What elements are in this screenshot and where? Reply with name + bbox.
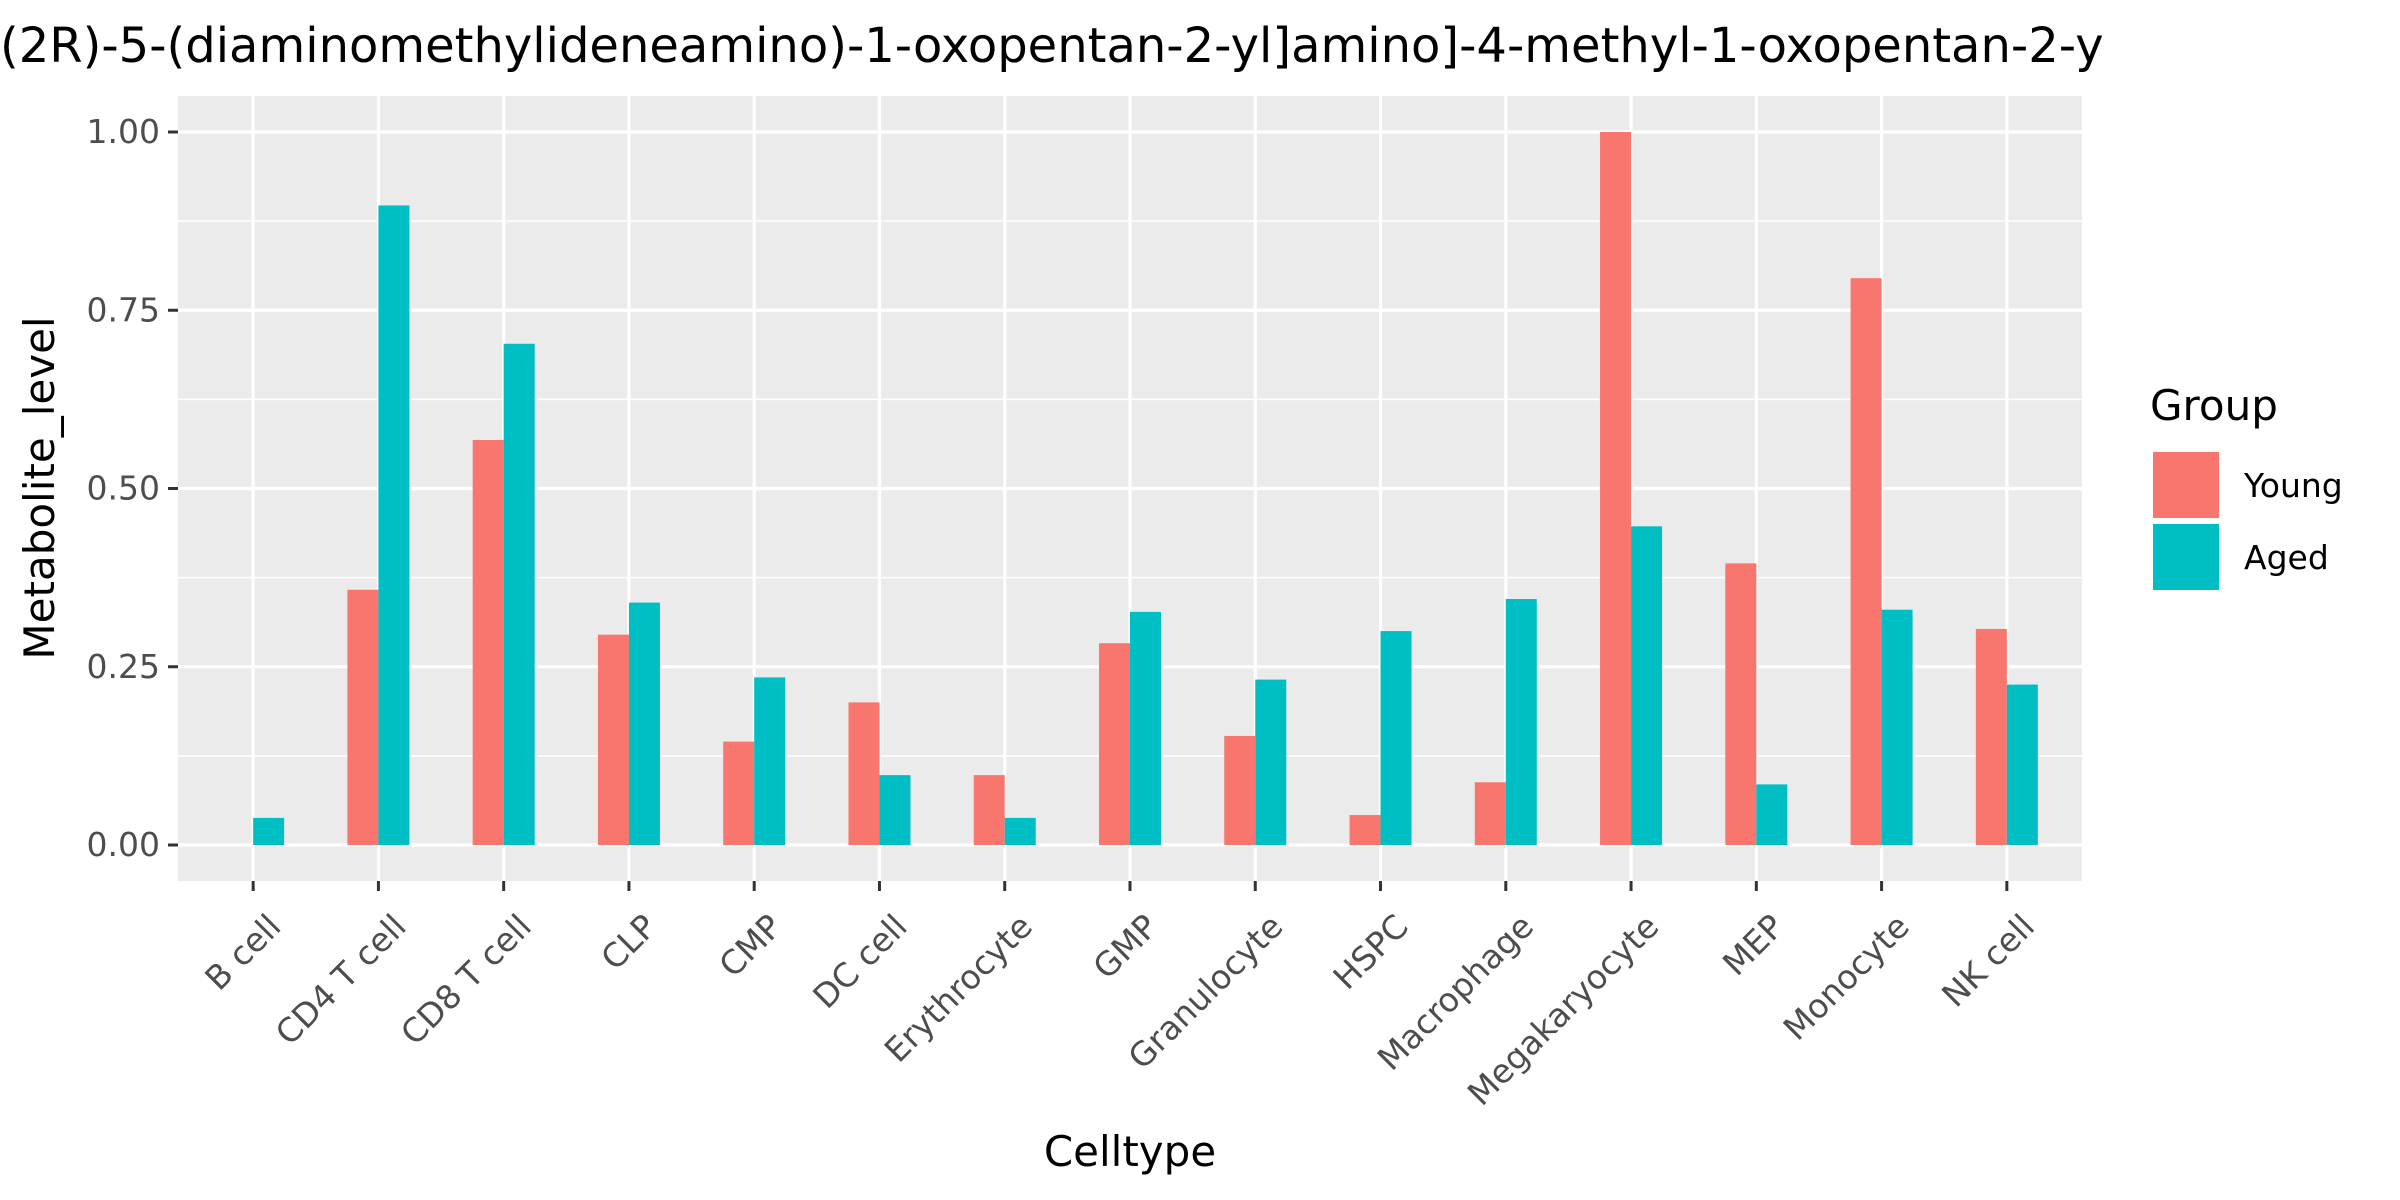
bar-aged (1881, 609, 1913, 845)
bar-young (723, 741, 755, 845)
bar-aged (1505, 599, 1537, 845)
x-tick-label: MEP (1715, 907, 1792, 984)
bar-aged (1130, 611, 1161, 845)
x-tick-label: CLP (593, 907, 664, 978)
x-tick-label: CMP (711, 907, 789, 985)
bar-young (1975, 628, 2007, 845)
bar-young (1099, 643, 1130, 845)
bar-aged (1255, 679, 1287, 845)
legend: Group Young Aged (2150, 381, 2343, 590)
legend-key-aged (2153, 524, 2219, 590)
bar-aged (2006, 684, 2038, 845)
x-tick-label: Monocyte (1776, 907, 1917, 1048)
y-tick-label: 0.00 (87, 825, 160, 864)
x-tick-label: B cell (197, 907, 288, 998)
x-tick-label: DC cell (805, 907, 914, 1016)
x-tick-label: HSPC (1325, 907, 1415, 997)
legend-label-aged: Aged (2244, 538, 2329, 577)
y-tick-label: 0.50 (87, 469, 160, 508)
x-tick-label: GMP (1085, 907, 1165, 987)
bar-aged (378, 205, 410, 846)
bar-young (1725, 563, 1757, 845)
bar-aged (503, 343, 535, 845)
bar-young (1474, 782, 1506, 845)
x-axis-title: Celltype (1044, 1127, 1216, 1176)
bar-aged (754, 677, 786, 845)
bar-aged (253, 817, 285, 845)
x-tick-label: NK cell (1934, 907, 2042, 1015)
bar-aged (879, 775, 911, 845)
y-axis: 0.00 0.25 0.50 0.75 1.00 (87, 112, 178, 864)
y-tick-label: 0.75 (87, 290, 160, 329)
x-tick-label: CD8 T cell (393, 907, 539, 1053)
bar-young (1349, 815, 1381, 845)
bars (253, 132, 2038, 846)
bar-young (597, 634, 629, 845)
legend-title: Group (2150, 381, 2278, 430)
legend-label-young: Young (2243, 466, 2343, 505)
chart-title: (2R)-5-(diaminomethylideneamino)-1-oxope… (0, 18, 2104, 74)
bar-young (848, 702, 880, 845)
bar-young (1850, 278, 1882, 845)
x-tick-label: CD4 T cell (268, 907, 414, 1053)
bar-aged (628, 602, 660, 845)
bar-young (1224, 735, 1256, 845)
bar-young (1600, 132, 1632, 845)
bar-young (472, 440, 504, 845)
bar-aged (1380, 631, 1412, 845)
legend-key-young (2153, 452, 2219, 518)
y-axis-title: Metabolite_level (15, 316, 64, 659)
y-tick-label: 1.00 (87, 112, 160, 151)
bar-young (973, 775, 1005, 845)
bar-aged (1004, 817, 1036, 845)
bar-aged (1756, 784, 1788, 845)
y-tick-label: 0.25 (87, 647, 160, 686)
bar-young (347, 589, 379, 845)
bar-aged (1631, 526, 1663, 845)
